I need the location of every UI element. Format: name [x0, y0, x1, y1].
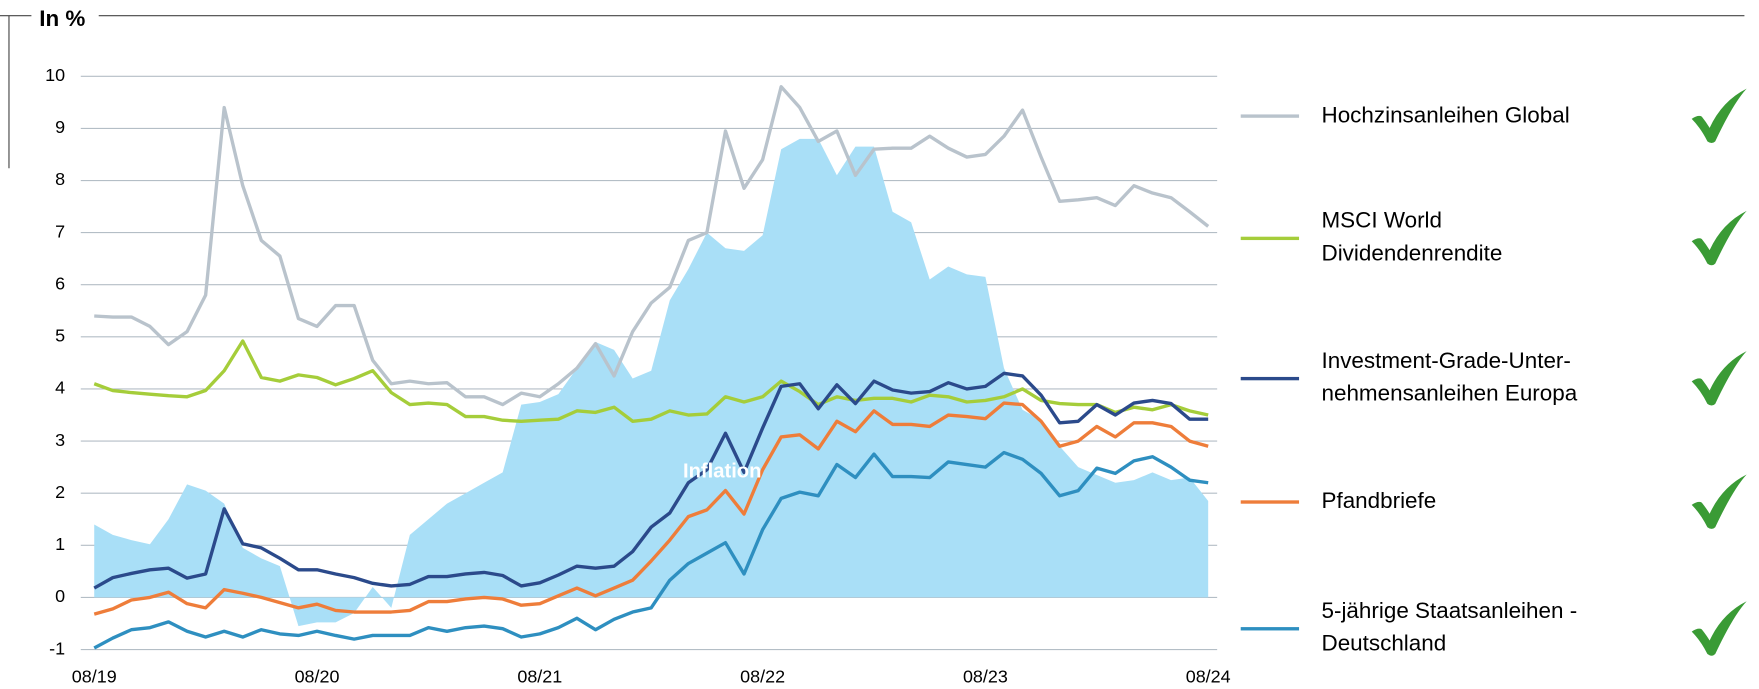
area-label: Inflation — [683, 461, 762, 483]
x-tick-label: 08/21 — [517, 666, 562, 686]
line — [93, 401, 1209, 616]
legend-item: Pfandbriefe — [1240, 468, 1608, 535]
check-shape — [1691, 88, 1747, 144]
check-shape — [1691, 601, 1747, 656]
y-tick-label: 5 — [55, 326, 65, 346]
x-tick-label: 08/22 — [740, 666, 785, 686]
y-tick-label: 2 — [55, 482, 65, 502]
line — [93, 371, 1209, 590]
x-tick-label: 08/23 — [963, 666, 1008, 686]
y-tick-label: 4 — [55, 378, 65, 398]
y-tick-label: 3 — [55, 430, 65, 450]
legend-swatch — [1240, 499, 1300, 504]
x-tick-label: 08/24 — [1186, 666, 1231, 686]
check-icon — [1691, 474, 1747, 529]
legend-label: Investment-Grade-Unter-nehmensanleihen E… — [1321, 348, 1578, 407]
check-shape — [1691, 210, 1747, 266]
legend-item: Hochzinsanleihen Global — [1240, 82, 1608, 149]
check-icon — [1691, 601, 1747, 656]
y-tick-label: 1 — [55, 534, 65, 554]
y-tick-label: 9 — [55, 117, 65, 137]
legend-label: Pfandbriefe — [1321, 488, 1437, 514]
x-tick-label: 08/19 — [72, 666, 117, 686]
y-tick-label: 0 — [55, 586, 65, 606]
check-shape — [1691, 351, 1747, 406]
legend-item: 5-jährige Staatsanleihen - Deutschland — [1240, 595, 1608, 662]
check-icon — [1691, 88, 1747, 144]
line — [93, 450, 1209, 650]
check-shape — [1691, 474, 1747, 529]
legend-swatch — [1240, 236, 1300, 240]
check-icon — [1691, 351, 1747, 406]
area — [94, 138, 1209, 627]
check-icon — [1691, 210, 1747, 266]
line — [94, 85, 1210, 407]
y-tick-label: 6 — [55, 273, 65, 293]
legend-item: Investment-Grade-Unter-nehmensanleihen E… — [1240, 344, 1608, 411]
legend-label: Hochzinsanleihen Global — [1321, 102, 1570, 128]
legend-swatch — [1240, 626, 1300, 630]
line — [93, 339, 1209, 423]
x-tick-label: 08/20 — [295, 666, 340, 686]
chart-title: In % — [39, 6, 85, 31]
y-tick-label: -1 — [49, 638, 65, 658]
y-tick-label: 7 — [55, 221, 65, 241]
legend-item: MSCI World Dividendenrendite — [1240, 204, 1608, 271]
y-tick-label: 8 — [55, 169, 65, 189]
legend-label: MSCI World Dividendenrendite — [1321, 208, 1503, 266]
legend-swatch — [1240, 376, 1300, 380]
y-tick-label: 10 — [45, 65, 65, 85]
legend-label: 5-jährige Staatsanleihen - Deutschland — [1321, 599, 1578, 657]
legend-swatch — [1240, 113, 1300, 118]
